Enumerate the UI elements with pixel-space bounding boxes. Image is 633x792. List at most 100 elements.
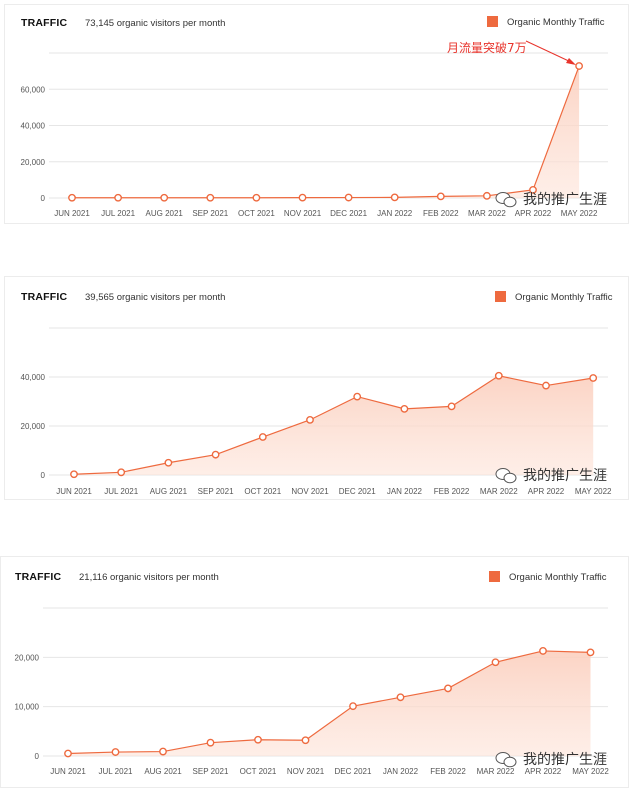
x-tick-label: JAN 2022 [387,487,423,496]
traffic-chart-3: TRAFFIC 21,116 organic visitors per mont… [0,556,629,788]
data-point [306,415,314,424]
data-point [117,468,126,477]
x-tick-label: JAN 2022 [377,209,413,218]
watermark: 我的推广生涯 [495,192,607,208]
data-point [298,193,307,202]
chart-svg-3: TRAFFIC 21,116 organic visitors per mont… [15,571,609,776]
data-point [211,450,220,459]
legend-label: Organic Monthly Traffic [515,292,613,303]
data-point [575,62,583,70]
data-point [349,702,357,711]
data-point [444,684,452,693]
x-tick-label: FEB 2022 [423,209,459,218]
y-tick-label: 20,000 [15,653,40,662]
traffic-chart-1: TRAFFIC 73,145 organic visitors per mont… [4,4,629,224]
x-tick-label: MAR 2022 [480,487,518,496]
watermark-text: 我的推广生涯 [523,752,607,768]
traffic-chart-2: TRAFFIC 39,565 organic visitors per mont… [4,276,629,500]
data-point [589,374,598,382]
grid-lines [49,52,608,199]
y-axis-ticks: 0 20,000 40,000 [21,373,46,480]
annotation-arrow [525,40,574,64]
y-tick-label: 40,000 [21,373,46,382]
x-tick-label: JUL 2021 [101,209,136,218]
annotation-text: 月流量突破7万 [447,40,527,55]
data-point [447,402,456,411]
y-tick-label: 0 [41,194,46,203]
x-tick-label: MAR 2022 [477,767,515,776]
y-tick-label: 0 [41,471,46,480]
data-point [159,747,167,756]
data-point [344,193,353,202]
watermark-text: 我的推广生涯 [523,192,607,208]
data-point [111,748,120,756]
wechat-icon [495,752,517,768]
y-tick-label: 40,000 [21,122,46,131]
legend-swatch [495,291,506,302]
x-tick-label: JUL 2021 [104,487,139,496]
data-point [396,693,405,702]
chart-title: TRAFFIC [15,571,62,583]
area-series-fill [68,650,591,756]
chart-svg-1: TRAFFIC 73,145 organic visitors per mont… [21,16,608,218]
data-points [68,62,583,202]
x-tick-label: AUG 2021 [150,487,188,496]
wechat-icon [495,192,517,208]
chart-subtitle: 21,116 organic visitors per month [79,572,219,583]
y-axis-ticks: 0 20,000 40,000 60,000 [21,85,46,203]
data-point [70,470,78,479]
legend-label: Organic Monthly Traffic [507,17,605,28]
x-tick-label: OCT 2021 [240,767,277,776]
data-point [436,192,445,201]
data-point [160,193,169,202]
x-tick-label: FEB 2022 [434,487,470,496]
data-point [206,193,215,202]
x-tick-label: SEP 2021 [193,767,229,776]
x-tick-label: FEB 2022 [430,767,466,776]
data-point [586,648,595,657]
x-tick-label: JUN 2021 [54,209,90,218]
y-axis-ticks: 0 10,000 20,000 [15,653,40,761]
x-tick-label: JUN 2021 [56,487,92,496]
chart-svg-2: TRAFFIC 39,565 organic visitors per mont… [21,291,613,496]
x-tick-label: MAY 2022 [572,767,609,776]
data-point [491,658,500,667]
series-line [67,650,591,755]
data-point [301,736,310,745]
data-point [542,381,550,390]
chart-subtitle: 39,565 organic visitors per month [85,292,225,303]
data-point [64,749,72,758]
chart-subtitle: 73,145 organic visitors per month [85,18,225,29]
x-tick-label: DEC 2021 [335,767,372,776]
area-fill [67,650,591,756]
x-axis-ticks: JUN 2021 JUL 2021 AUG 2021 SEP 2021 OCT 2021… [54,209,598,218]
x-tick-label: NOV 2021 [284,209,322,218]
x-tick-label: SEP 2021 [198,487,234,496]
y-tick-label: 10,000 [15,703,40,712]
data-point [529,185,537,194]
x-tick-label: MAY 2022 [575,487,612,496]
x-tick-label: DEC 2021 [339,487,376,496]
data-point [258,433,267,441]
x-tick-label: AUG 2021 [144,767,182,776]
x-tick-label: APR 2022 [528,487,565,496]
x-axis-ticks: JUN 2021 JUL 2021 AUG 2021 SEP 2021 OCT 2021… [56,487,612,496]
y-tick-label: 20,000 [21,158,46,167]
area-fill [72,65,580,199]
x-tick-label: MAY 2022 [561,209,598,218]
y-tick-label: 20,000 [21,422,46,431]
x-tick-label: JAN 2022 [383,767,419,776]
data-points [70,371,598,479]
data-point [164,458,173,467]
data-point [494,371,503,380]
annotation: 月流量突破7万 [447,40,576,65]
legend-label: Organic Monthly Traffic [509,572,607,583]
data-point [353,392,362,401]
x-tick-label: OCT 2021 [238,209,275,218]
data-point [482,191,491,200]
x-tick-label: DEC 2021 [330,209,367,218]
data-point [400,404,409,413]
data-point [252,193,261,202]
x-tick-label: MAR 2022 [468,209,506,218]
x-tick-label: AUG 2021 [146,209,184,218]
